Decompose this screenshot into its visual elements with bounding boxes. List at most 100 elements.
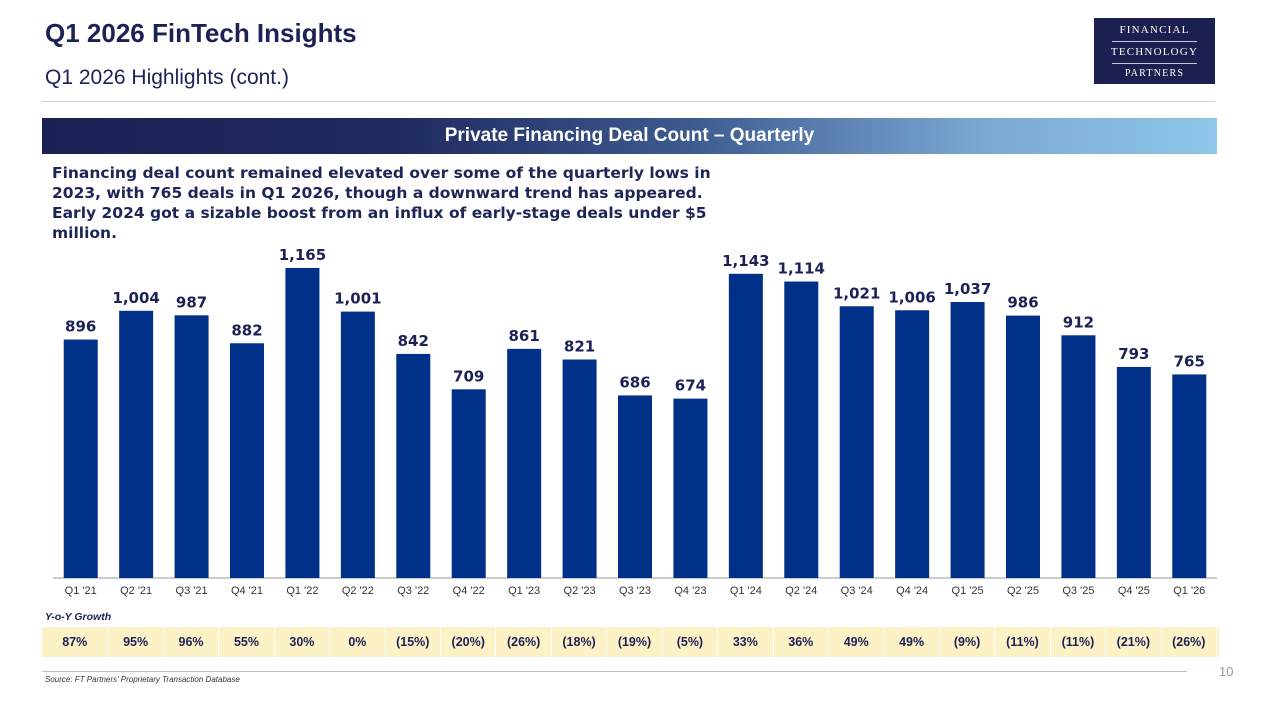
bar bbox=[285, 267, 320, 578]
category-label: Q4 '25 bbox=[1118, 585, 1150, 597]
bar bbox=[1172, 374, 1207, 578]
company-logo: FINANCIAL TECHNOLOGY PARTNERS bbox=[1094, 18, 1215, 84]
growth-cell: 96% bbox=[164, 627, 220, 657]
growth-cell: 95% bbox=[108, 627, 164, 657]
bar-value-label: 1,021 bbox=[833, 284, 880, 302]
bar-value-label: 674 bbox=[675, 377, 706, 395]
chart-description: Financing deal count remained elevated o… bbox=[52, 164, 711, 242]
footer-divider bbox=[42, 671, 1187, 672]
growth-cell: (26%) bbox=[1162, 627, 1217, 657]
growth-cell: 55% bbox=[219, 627, 275, 657]
growth-cell: (11%) bbox=[1051, 627, 1107, 657]
page-subtitle: Q1 2026 Highlights (cont.) bbox=[45, 66, 289, 89]
category-label: Q3 '25 bbox=[1062, 585, 1094, 597]
growth-cell: (11%) bbox=[995, 627, 1051, 657]
bar bbox=[230, 343, 264, 578]
logo-line-3: PARTNERS bbox=[1124, 68, 1185, 79]
bar-value-label: 1,165 bbox=[279, 246, 326, 264]
bar bbox=[174, 315, 209, 578]
bar bbox=[673, 398, 708, 578]
bar-value-label: 1,114 bbox=[778, 260, 825, 278]
growth-cell: 87% bbox=[42, 627, 109, 657]
bar bbox=[396, 353, 431, 578]
bar bbox=[839, 306, 874, 578]
growth-cell: (21%) bbox=[1106, 627, 1162, 657]
growth-cell: (9%) bbox=[940, 627, 996, 657]
bar-value-label: 793 bbox=[1118, 345, 1149, 363]
growth-label: Y-o-Y Growth bbox=[45, 611, 112, 623]
bar-value-label: 861 bbox=[508, 327, 539, 345]
bar bbox=[340, 311, 375, 578]
section-banner: Private Financing Deal Count – Quarterly bbox=[42, 118, 1217, 154]
bar bbox=[728, 273, 763, 578]
growth-cell: 30% bbox=[275, 627, 331, 657]
category-label: Q1 '26 bbox=[1173, 585, 1205, 597]
category-label: Q2 '21 bbox=[120, 585, 152, 597]
category-label: Q2 '25 bbox=[1007, 585, 1039, 597]
bar-value-label: 1,006 bbox=[888, 288, 935, 306]
category-label: Q4 '21 bbox=[231, 585, 263, 597]
category-label: Q3 '22 bbox=[397, 585, 429, 597]
bar bbox=[507, 348, 542, 578]
bar bbox=[63, 339, 98, 578]
growth-cell: 36% bbox=[774, 627, 829, 657]
banner-title: Private Financing Deal Count – Quarterly bbox=[444, 125, 815, 146]
growth-cell: (26%) bbox=[496, 627, 552, 657]
growth-cell: 49% bbox=[829, 627, 885, 657]
growth-cell: (20%) bbox=[441, 627, 497, 657]
category-label: Q1 '23 bbox=[508, 585, 540, 597]
bar bbox=[119, 310, 154, 578]
logo-line-1: FINANCIAL bbox=[1119, 24, 1190, 36]
bar-value-label: 986 bbox=[1007, 294, 1038, 312]
category-label: Q1 '21 bbox=[65, 585, 97, 597]
growth-cell: 0% bbox=[330, 627, 386, 657]
category-label: Q1 '25 bbox=[952, 585, 984, 597]
category-label: Q3 '21 bbox=[176, 585, 208, 597]
logo-divider bbox=[1112, 63, 1197, 64]
category-label: Q3 '23 bbox=[619, 585, 651, 597]
growth-cell: 33% bbox=[718, 627, 774, 657]
bar-value-label: 896 bbox=[65, 318, 96, 336]
page-title: Q1 2026 FinTech Insights bbox=[45, 18, 357, 48]
bar-value-label: 882 bbox=[231, 321, 262, 339]
bar-value-label: 842 bbox=[398, 332, 429, 350]
category-label: Q2 '23 bbox=[564, 585, 596, 597]
bar bbox=[950, 302, 985, 578]
bar-value-label: 765 bbox=[1174, 352, 1205, 370]
bar-value-label: 987 bbox=[176, 293, 207, 311]
bar-value-label: 1,037 bbox=[944, 280, 991, 298]
category-label: Q4 '24 bbox=[896, 585, 928, 597]
bar-value-label: 686 bbox=[619, 373, 650, 391]
bar-value-label: 1,001 bbox=[334, 290, 381, 308]
bar bbox=[1116, 366, 1151, 578]
growth-cell: (18%) bbox=[552, 627, 608, 657]
category-label: Q1 '24 bbox=[730, 585, 762, 597]
bar bbox=[1006, 315, 1040, 578]
bar bbox=[618, 395, 652, 578]
page-number: 10 bbox=[1219, 664, 1234, 679]
bar bbox=[895, 310, 930, 578]
growth-row: 87% 95% 96% 55% 30% 0% (15%) (20%) (26%) (18%) (19… bbox=[42, 627, 1219, 657]
bar-value-label: 709 bbox=[453, 367, 484, 385]
category-label: Q4 '22 bbox=[453, 585, 485, 597]
category-label: Q2 '22 bbox=[342, 585, 374, 597]
category-label: Q4 '23 bbox=[674, 585, 706, 597]
category-label: Q1 '22 bbox=[286, 585, 318, 597]
logo-divider bbox=[1112, 41, 1197, 42]
growth-cell: (15%) bbox=[386, 627, 441, 657]
growth-cell: (19%) bbox=[607, 627, 663, 657]
category-label: Q3 '24 bbox=[841, 585, 873, 597]
header-divider bbox=[42, 101, 1215, 102]
bar bbox=[562, 359, 597, 578]
growth-cell: 49% bbox=[884, 627, 940, 657]
logo-line-2: TECHNOLOGY bbox=[1110, 46, 1199, 58]
bar-value-label: 821 bbox=[564, 338, 595, 356]
bar bbox=[784, 281, 819, 578]
growth-cell: (5%) bbox=[663, 627, 719, 657]
bar-value-label: 1,143 bbox=[722, 252, 769, 270]
category-label: Q2 '24 bbox=[785, 585, 817, 597]
bar bbox=[451, 389, 486, 578]
source-note: Source: FT Partners' Proprietary Transac… bbox=[45, 675, 240, 684]
bar-value-label: 912 bbox=[1063, 313, 1094, 331]
